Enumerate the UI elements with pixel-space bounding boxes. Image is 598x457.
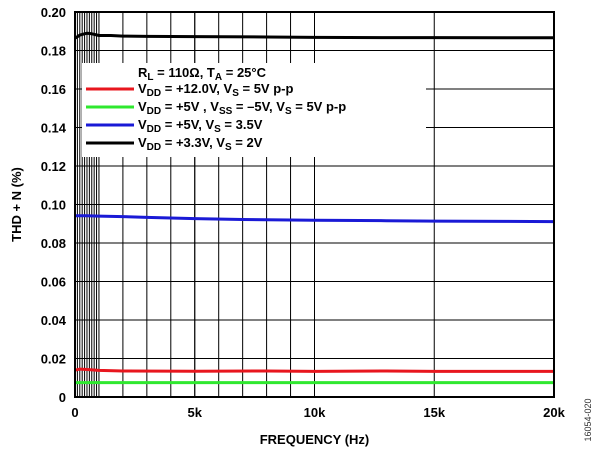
- grid: [75, 11, 554, 398]
- legend-background: [82, 63, 426, 157]
- series-line-3: [75, 214, 555, 224]
- y-tick-label: 0.06: [41, 275, 66, 290]
- y-tick-label: 0: [59, 390, 66, 405]
- plot-frame: [74, 11, 555, 398]
- y-tick-label: 0.08: [41, 236, 66, 251]
- legend-label-2: VDD = +5V , VSS = –5V, VS = 5V p-p: [138, 99, 346, 117]
- series-lines: [74, 31, 555, 385]
- series-line-1: [75, 367, 554, 373]
- x-tick-labels: 0 5k 10k 15k 20k: [71, 405, 565, 420]
- x-tick-label: 5k: [188, 405, 203, 420]
- y-tick-label: 0.20: [41, 5, 66, 20]
- y-tick-label: 0.02: [41, 352, 66, 367]
- legend-label-3: VDD = +5V, VS = 3.5V: [138, 117, 263, 135]
- y-tick-label: 0.04: [41, 313, 67, 328]
- x-tick-label: 20k: [543, 405, 565, 420]
- y-tick-label: 0.12: [41, 159, 66, 174]
- x-tick-label: 15k: [423, 405, 445, 420]
- y-tick-labels: 0 0.02 0.04 0.06 0.08 0.10 0.12 0.14 0.16 0.18 0.2…: [41, 5, 67, 405]
- legend-label-1: VDD = +12.0V, VS = 5V p-p: [138, 81, 293, 99]
- y-axis-title: THD + N (%): [9, 167, 24, 242]
- y-tick-label: 0.10: [41, 198, 66, 213]
- legend-header: RL = 110Ω, TA = 25°C: [138, 65, 267, 83]
- figure-id: 16054-020: [583, 398, 593, 441]
- y-tick-label: 0.16: [41, 82, 66, 97]
- x-tick-label: 10k: [304, 405, 326, 420]
- x-axis-title: FREQUENCY (Hz): [260, 432, 370, 447]
- y-tick-label: 0.18: [41, 44, 66, 59]
- y-tick-label: 0.14: [41, 121, 67, 136]
- legend-label-4: VDD = +3.3V, VS = 2V: [138, 135, 263, 153]
- series-line-4: [74, 31, 554, 40]
- x-tick-label: 0: [71, 405, 78, 420]
